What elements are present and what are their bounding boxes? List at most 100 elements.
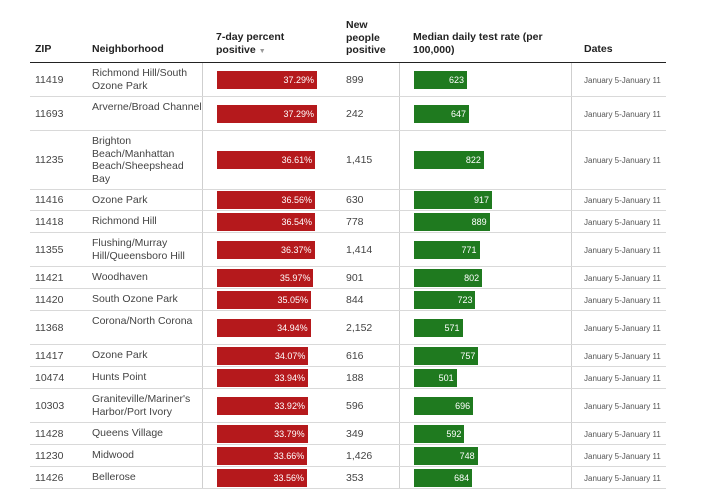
table-row[interactable]: 11420 South Ozone Park 35.05% 844 723 January…	[30, 289, 666, 311]
zip-cell: 11426	[35, 471, 64, 484]
positive-rate-label: 36.54%	[281, 216, 312, 227]
header-neighborhood[interactable]: Neighborhood	[92, 43, 164, 55]
column-divider	[202, 345, 203, 366]
table-row[interactable]: 11230 Midwood 33.66% 1,426 748 January 5-Janu…	[30, 445, 666, 467]
test-rate-bar: 771	[414, 240, 480, 259]
positive-rate-bar: 35.05%	[217, 290, 311, 309]
new-people-positive-cell: 1,426	[346, 449, 373, 462]
positive-rate-label: 37.29%	[283, 108, 314, 119]
dates-cell: January 5-January 11	[584, 295, 661, 305]
test-rate-bar: 757	[414, 346, 479, 365]
test-rate-bar: 647	[414, 104, 470, 123]
header-rule	[30, 62, 666, 63]
test-rate-bar: 802	[414, 268, 483, 287]
column-divider	[202, 233, 203, 266]
column-divider	[202, 63, 203, 96]
test-rate-label: 757	[460, 350, 476, 361]
table-row[interactable]: 11355 Flushing/Murray Hill/Queensboro Hil…	[30, 233, 666, 267]
new-people-positive-cell: 596	[346, 399, 364, 412]
column-divider	[202, 445, 203, 466]
table-row[interactable]: 10303 Graniteville/Mariner's Harbor/Port …	[30, 389, 666, 423]
neighborhood-cell: Flushing/Murray Hill/Queensboro Hill	[92, 237, 185, 262]
table-row[interactable]: 11693 Arverne/Broad Channel 37.29% 242 647 Ja…	[30, 97, 666, 131]
column-divider	[202, 289, 203, 310]
dates-cell: January 5-January 11	[584, 245, 661, 255]
table-row[interactable]: 11419 Richmond Hill/South Ozone Park 37.29…	[30, 63, 666, 97]
zip-cell: 11417	[35, 349, 64, 362]
column-divider	[571, 467, 572, 488]
positive-rate-bar: 33.92%	[217, 396, 308, 415]
column-divider	[571, 289, 572, 310]
zip-cell: 11230	[35, 449, 64, 462]
column-divider	[399, 367, 400, 388]
positive-rate-label: 34.94%	[277, 322, 308, 333]
dates-cell: January 5-January 11	[584, 351, 661, 361]
zip-cell: 11355	[35, 243, 64, 256]
positive-rate-bar: 33.66%	[217, 446, 308, 465]
column-divider	[399, 190, 400, 210]
positive-rate-label: 33.56%	[273, 472, 304, 483]
dates-cell: January 5-January 11	[584, 323, 661, 333]
zip-cell: 11418	[35, 215, 64, 228]
positive-rate-label: 37.29%	[283, 74, 314, 85]
table-row[interactable]: 11418 Richmond Hill 36.54% 778 889 January 5-…	[30, 211, 666, 233]
column-divider	[202, 267, 203, 288]
test-rate-bar: 748	[414, 446, 478, 465]
table-row[interactable]: 11428 Queens Village 33.79% 349 592 January 5…	[30, 423, 666, 445]
test-rate-bar: 822	[414, 151, 484, 169]
header-zip[interactable]: ZIP	[35, 43, 52, 55]
column-divider	[571, 445, 572, 466]
positive-rate-label: 35.05%	[277, 294, 308, 305]
header-test-rate[interactable]: Median daily test rate (per 100,000)	[413, 31, 543, 56]
zip-cell: 11368	[35, 321, 64, 334]
column-divider	[202, 97, 203, 130]
positive-rate-bar: 36.37%	[217, 240, 315, 259]
test-rate-label: 592	[446, 428, 462, 439]
new-people-positive-cell: 630	[346, 194, 364, 206]
new-people-positive-cell: 188	[346, 371, 364, 384]
column-divider	[202, 467, 203, 488]
dates-cell: January 5-January 11	[584, 156, 661, 165]
test-rate-bar: 623	[414, 70, 467, 89]
positive-rate-label: 36.61%	[281, 155, 313, 165]
new-people-positive-cell: 778	[346, 215, 364, 228]
neighborhood-cell: Arverne/Broad Channel	[92, 101, 202, 113]
neighborhood-cell: Richmond Hill/South Ozone Park	[92, 67, 188, 92]
positive-rate-bar: 37.29%	[217, 70, 317, 89]
table-row[interactable]: 11426 Bellerose 33.56% 353 684 January 5-Janu…	[30, 467, 666, 489]
column-divider	[571, 311, 572, 344]
positive-rate-label: 33.92%	[274, 400, 305, 411]
neighborhood-cell: Ozone Park	[92, 349, 148, 362]
column-divider	[571, 389, 572, 422]
column-divider	[571, 367, 572, 388]
column-divider	[399, 311, 400, 344]
test-rate-bar: 571	[414, 318, 463, 337]
positive-rate-bar: 36.56%	[217, 191, 316, 209]
dates-cell: January 5-January 11	[584, 373, 661, 383]
column-divider	[399, 233, 400, 266]
test-rate-label: 623	[448, 74, 464, 85]
header-positive[interactable]: 7-day percent positive ▼	[216, 31, 321, 58]
column-divider	[571, 97, 572, 130]
positive-rate-label: 33.66%	[273, 450, 305, 461]
table-row[interactable]: 11421 Woodhaven 35.97% 901 802 January 5-Janu…	[30, 267, 666, 289]
header-positive-label: 7-day percent positive	[216, 31, 285, 56]
neighborhood-cell: Richmond Hill	[92, 215, 157, 228]
table-row[interactable]: 11368 Corona/North Corona 34.94% 2,152 571 Ja…	[30, 311, 666, 345]
table-row[interactable]: 11417 Ozone Park 34.07% 616 757 January 5-Jan…	[30, 345, 666, 367]
positive-rate-label: 33.79%	[274, 428, 305, 439]
column-divider	[399, 267, 400, 288]
table-row[interactable]: 11235 Brighton Beach/Manhattan Beach/Shee…	[30, 131, 666, 190]
header-new-people-positive[interactable]: New people positive	[346, 19, 386, 56]
neighborhood-cell: Brighton Beach/Manhattan Beach/Sheepshea…	[92, 135, 184, 185]
header-dates[interactable]: Dates	[584, 43, 613, 55]
positive-rate-label: 35.97%	[279, 272, 311, 283]
zip-cell: 11416	[35, 194, 64, 206]
neighborhood-cell: Ozone Park	[92, 193, 148, 206]
table-row[interactable]: 11416 Ozone Park 36.56% 630 917 January 5-Jan…	[30, 190, 666, 211]
new-people-positive-cell: 349	[346, 427, 364, 440]
table-row[interactable]: 10474 Hunts Point 33.94% 188 501 January 5-Ja…	[30, 367, 666, 389]
neighborhood-cell: Corona/North Corona	[92, 315, 193, 327]
positive-rate-bar: 33.94%	[217, 368, 309, 387]
